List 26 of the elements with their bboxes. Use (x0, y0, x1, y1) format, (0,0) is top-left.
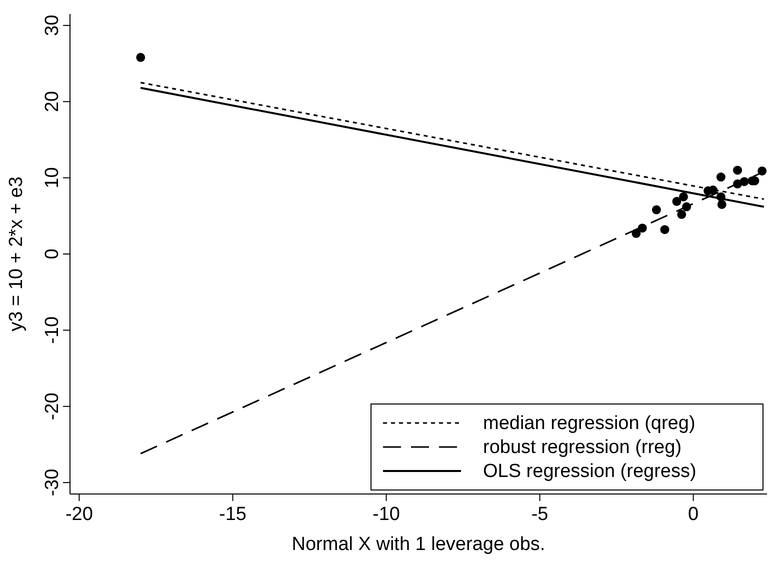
y-tick-label: -20 (42, 392, 63, 420)
y-tick-label: -10 (42, 316, 63, 344)
legend-label: median regression (qreg) (483, 413, 696, 434)
y-axis-title: y3 = 10 + 2*x + e3 (6, 176, 27, 332)
point (716, 172, 726, 182)
x-tick-label: -10 (372, 504, 400, 525)
point (136, 52, 146, 62)
point (733, 166, 742, 175)
point (677, 210, 686, 219)
y-tick-label: 30 (42, 14, 63, 36)
y-tick-label: -30 (42, 468, 63, 496)
y-tick-label: 0 (42, 248, 63, 260)
point (660, 225, 670, 234)
legend-label: robust regression (rreg) (483, 437, 682, 458)
legend-label: OLS regression (regress) (483, 461, 696, 482)
x-tick-label: -5 (531, 504, 548, 525)
point (678, 192, 688, 202)
x-tick-label: 0 (688, 504, 699, 525)
point (672, 196, 682, 206)
point (717, 200, 726, 209)
point (652, 205, 661, 214)
x-tick-label: -20 (65, 504, 93, 525)
y-tick-label: 10 (42, 167, 63, 188)
x-axis-title: Normal X with 1 leverage obs. (292, 534, 546, 555)
y-tick-label: 20 (42, 91, 63, 112)
x-tick-label: -15 (219, 504, 246, 525)
